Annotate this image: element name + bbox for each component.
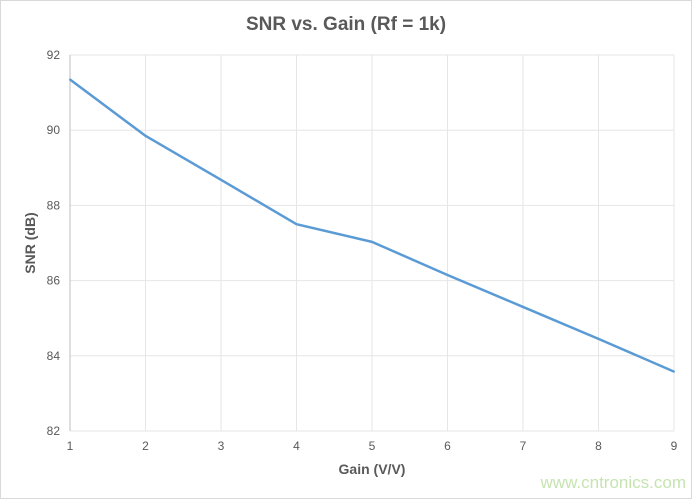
data-point <box>446 273 449 276</box>
data-point <box>295 223 298 226</box>
data-point <box>597 337 600 340</box>
x-tick-label: 5 <box>369 439 376 453</box>
y-tick-label: 86 <box>47 274 61 288</box>
x-tick-label: 4 <box>293 439 300 453</box>
data-point <box>220 178 222 181</box>
y-tick-label: 92 <box>47 48 61 62</box>
x-tick-label: 8 <box>595 439 602 453</box>
data-point <box>371 240 373 243</box>
chart-title: SNR vs. Gain (Rf = 1k) <box>245 14 447 35</box>
y-axis-label: SNR (dB) <box>22 212 38 274</box>
data-point <box>522 305 524 308</box>
x-tick-label: 6 <box>444 439 451 453</box>
data-point <box>673 370 675 373</box>
x-tick-label: 9 <box>671 439 678 453</box>
x-tick-label: 7 <box>520 439 527 453</box>
y-tick-label: 84 <box>47 349 61 363</box>
x-tick-label: 2 <box>142 439 149 453</box>
y-tick-label: 82 <box>47 424 61 438</box>
data-point <box>69 78 71 81</box>
x-tick-label: 3 <box>218 439 225 453</box>
y-tick-label: 90 <box>47 123 61 137</box>
y-tick-label: 88 <box>47 198 61 212</box>
watermark: www.cntronics.com <box>540 473 686 492</box>
data-point <box>144 134 147 137</box>
x-axis-label: Gain (V/V) <box>338 461 406 477</box>
x-tick-label: 1 <box>67 439 74 453</box>
